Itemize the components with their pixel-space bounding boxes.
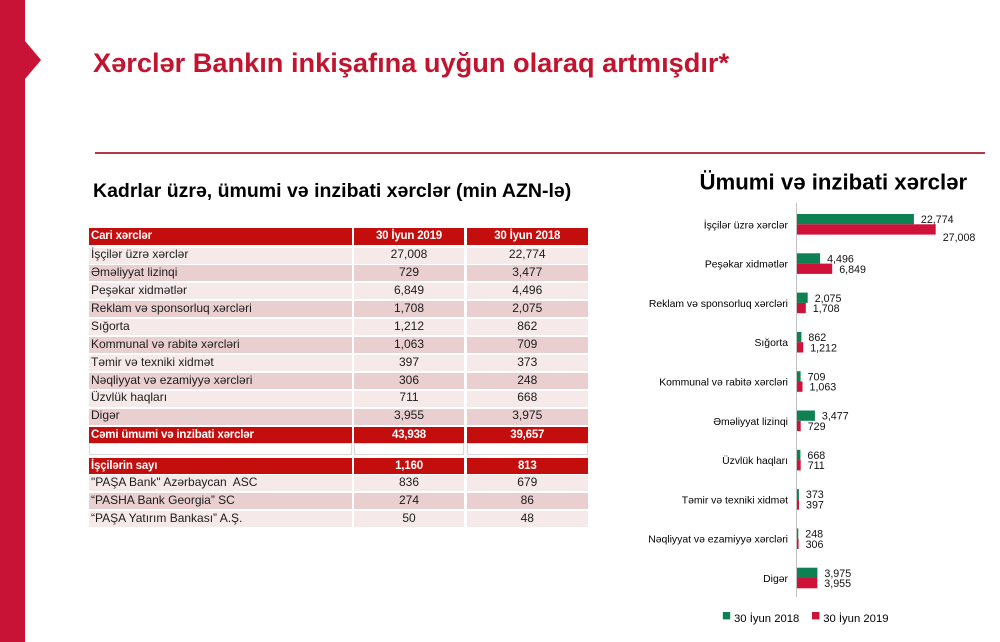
svg-text:1,212: 1,212	[810, 342, 837, 354]
svg-text:3,975: 3,975	[824, 568, 851, 580]
svg-text:3,477: 3,477	[822, 411, 849, 423]
svg-text:862: 862	[808, 332, 826, 344]
svg-text:22,774: 22,774	[921, 214, 954, 226]
svg-text:373: 373	[806, 489, 824, 501]
svg-text:Əməliyyat lizinqi: Əməliyyat lizinqi	[713, 417, 788, 428]
svg-text:30 İyun 2019: 30 İyun 2019	[823, 612, 888, 625]
svg-text:Digər: Digər	[763, 574, 788, 585]
svg-text:709: 709	[808, 371, 826, 383]
svg-text:248: 248	[805, 529, 823, 541]
svg-text:Peşəkar xidmətlər: Peşəkar xidmətlər	[705, 260, 789, 271]
svg-text:729: 729	[808, 421, 826, 433]
svg-text:6,849: 6,849	[839, 264, 866, 276]
svg-text:Kommunal və rabitə xərcləri: Kommunal və rabitə xərcləri	[659, 378, 788, 389]
svg-text:İşçilər üzrə xərclər: İşçilər üzrə xərclər	[704, 218, 789, 231]
svg-text:1,708: 1,708	[813, 303, 840, 315]
svg-text:711: 711	[808, 460, 825, 472]
svg-text:Ümumi və inzibati xərclər: Ümumi və inzibati xərclər	[700, 170, 968, 195]
svg-text:Sığorta: Sığorta	[754, 338, 788, 349]
svg-text:Təmir və texniki xidmət: Təmir və texniki xidmət	[682, 495, 788, 506]
svg-text:397: 397	[806, 500, 824, 512]
svg-text:27,008: 27,008	[943, 232, 976, 244]
svg-text:30 İyun 2018: 30 İyun 2018	[734, 612, 799, 625]
svg-text:1,063: 1,063	[810, 382, 837, 394]
svg-text:4,496: 4,496	[827, 254, 854, 266]
svg-text:3,955: 3,955	[824, 578, 851, 590]
svg-text:2,075: 2,075	[815, 293, 842, 305]
svg-text:Nəqliyyat və ezamiyyə xərcləri: Nəqliyyat və ezamiyyə xərcləri	[648, 535, 788, 546]
svg-text:Reklam və sponsorluq xərcləri: Reklam və sponsorluq xərcləri	[649, 299, 788, 310]
svg-text:Üzvlük haqları: Üzvlük haqları	[722, 455, 788, 467]
svg-text:668: 668	[807, 450, 825, 462]
svg-text:306: 306	[806, 539, 824, 551]
